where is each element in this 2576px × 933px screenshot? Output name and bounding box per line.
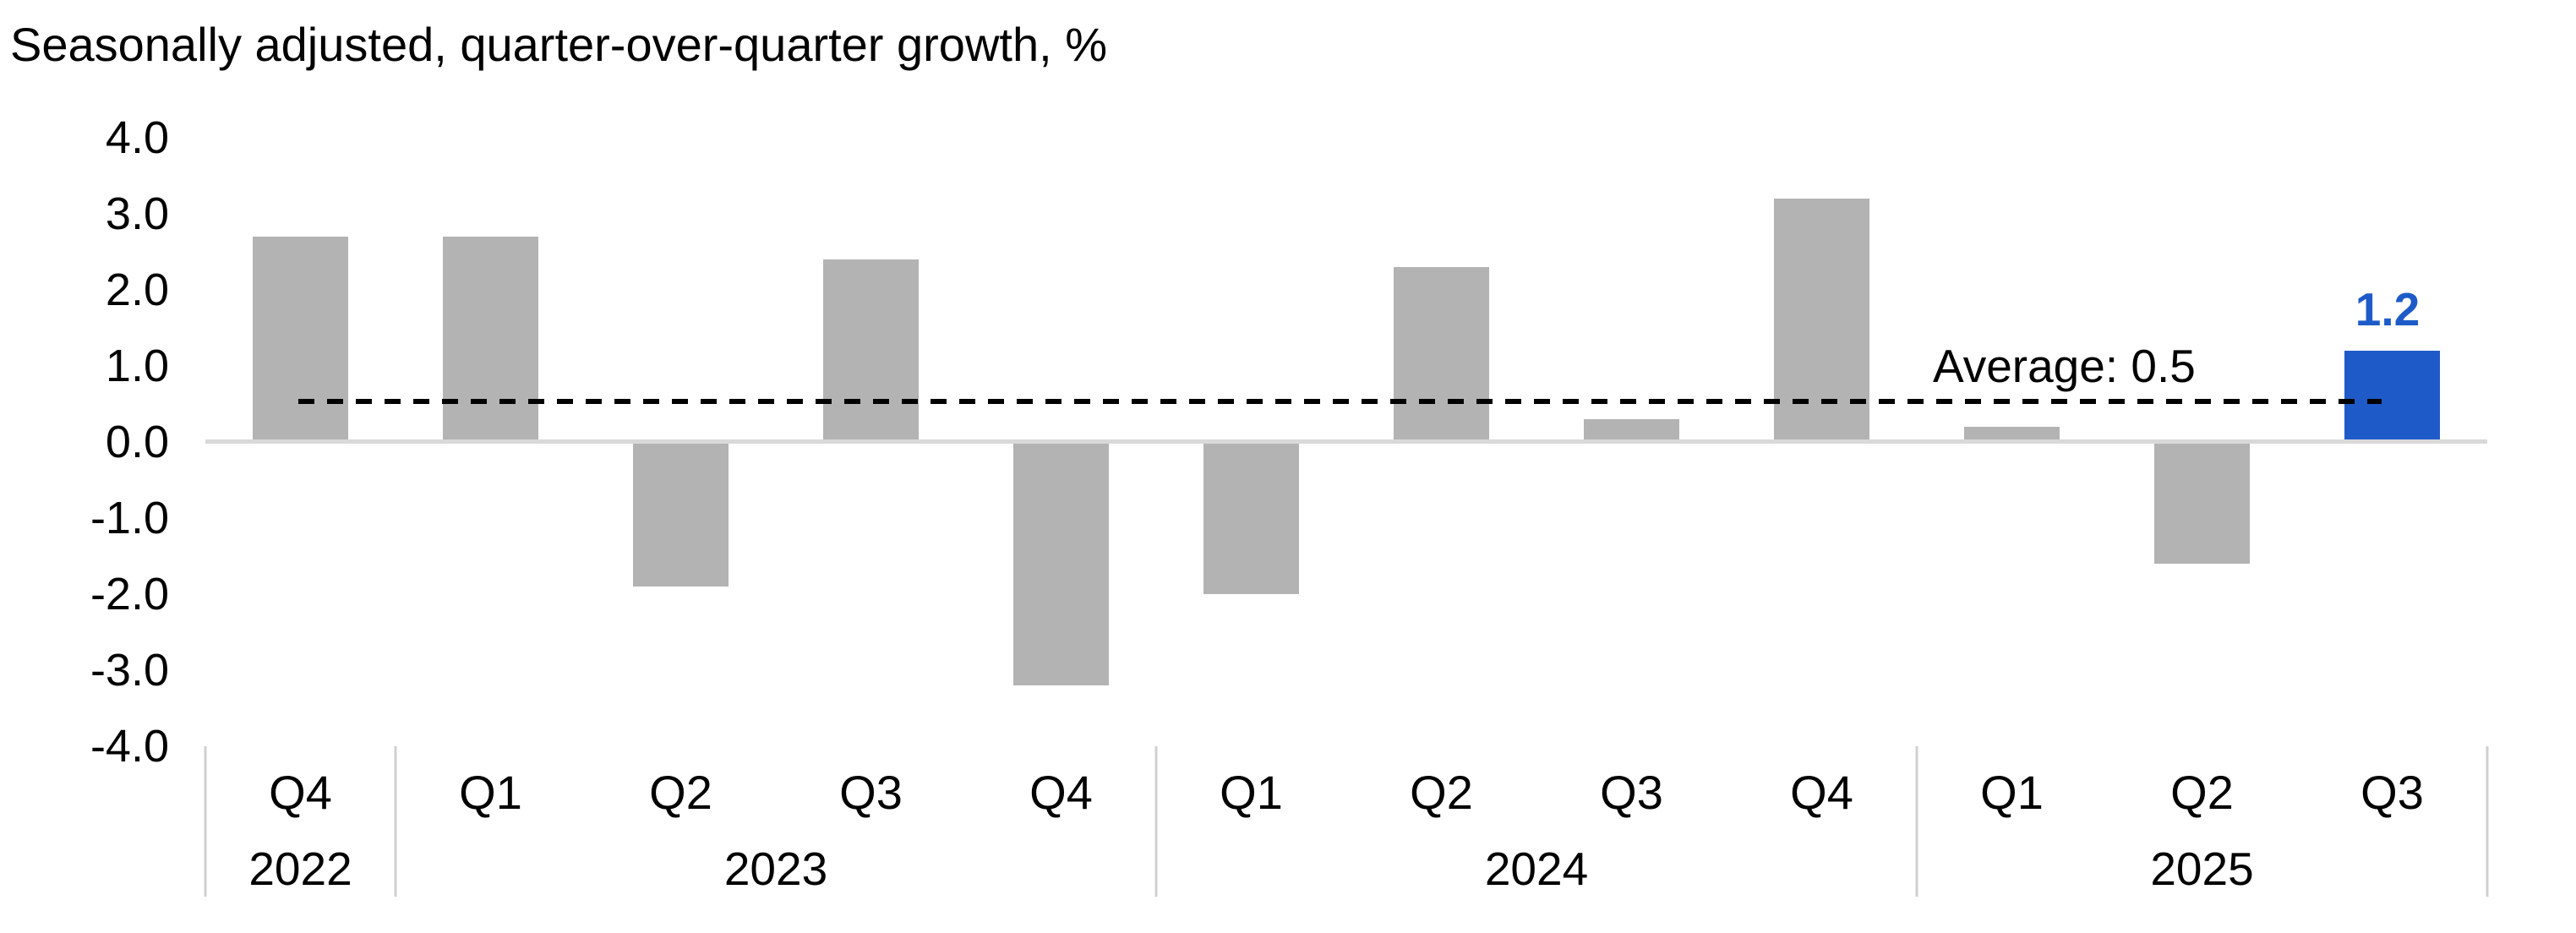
x-axis-quarter-label: Q2 — [1410, 766, 1473, 819]
x-axis-quarter-label: Q1 — [1980, 766, 2044, 819]
year-group-separator — [394, 746, 397, 897]
y-axis-tick-label: -3.0 — [90, 645, 169, 696]
y-axis-tick-label: 2.0 — [105, 265, 169, 315]
plot-area: Average: 0.5 1.2 Q4 Q1 Q2 Q3 Q4 Q1 Q2 Q3 Q4 Q1 Q2 Q… — [204, 138, 2489, 897]
x-axis-quarter-label: Q3 — [1600, 766, 1663, 819]
y-axis-tick-label: -1.0 — [90, 493, 169, 543]
bar-Q2--1.9 — [633, 442, 729, 587]
zero-baseline — [205, 439, 2487, 444]
bar-Q4--3.2 — [1013, 442, 1109, 685]
average-line-label: Average: 0.5 — [1933, 340, 2196, 392]
year-group-separator — [2486, 746, 2489, 897]
x-axis-quarter-label: Q1 — [1220, 766, 1283, 819]
y-axis-tick-label: 1.0 — [105, 341, 169, 391]
bar-Q3-2.4 — [823, 259, 919, 442]
y-axis-tick-label: 0.0 — [105, 417, 169, 467]
bar-Q4-3.2 — [1774, 199, 1869, 442]
bar-Q1-2.7 — [443, 237, 538, 442]
x-axis-quarter-label: Q1 — [459, 766, 522, 819]
x-axis-quarter-label: Q3 — [2360, 766, 2424, 819]
x-axis-quarter-label: Q2 — [649, 766, 712, 819]
bar-Q1--2 — [1203, 442, 1299, 594]
bar-Q2--1.6 — [2154, 442, 2250, 564]
bar-Q3-0.3 — [1584, 419, 1679, 442]
x-axis-year-label: 2022 — [248, 843, 352, 895]
x-axis-quarter-label: Q4 — [269, 766, 332, 819]
bar-Q3-1.2 — [2344, 351, 2440, 442]
x-axis-quarter-label: Q4 — [1029, 766, 1093, 819]
y-axis: 4.0 3.0 2.0 1.0 0.0 -1.0 -2.0 -3.0 -4.0 — [0, 115, 169, 769]
highlight-bar-value-label: 1.2 — [2355, 283, 2420, 336]
y-axis-tick-label: 3.0 — [105, 188, 169, 239]
chart-title: Seasonally adjusted, quarter-over-quarte… — [10, 18, 1108, 71]
bar-Q1-0.2 — [1964, 427, 2060, 442]
year-group-separator — [1154, 746, 1158, 897]
year-group-separator — [1915, 746, 1918, 897]
y-axis-tick-label: -2.0 — [90, 569, 169, 619]
bar-Q4-2.7 — [253, 237, 348, 442]
y-axis-tick-label: -4.0 — [90, 721, 169, 772]
x-axis-year-label: 2023 — [723, 843, 828, 895]
x-axis-year-label: 2024 — [1484, 843, 1589, 895]
x-axis-quarter-label: Q4 — [1790, 766, 1853, 819]
x-axis-quarter-label: Q2 — [2170, 766, 2234, 819]
year-group-separator — [204, 746, 207, 897]
x-axis-year-label: 2025 — [2150, 843, 2254, 895]
average-dashed-line — [298, 399, 2382, 404]
x-axis-quarter-label: Q3 — [839, 766, 903, 819]
bar-Q2-2.3 — [1394, 267, 1489, 442]
y-axis-tick-label: 4.0 — [105, 112, 169, 163]
